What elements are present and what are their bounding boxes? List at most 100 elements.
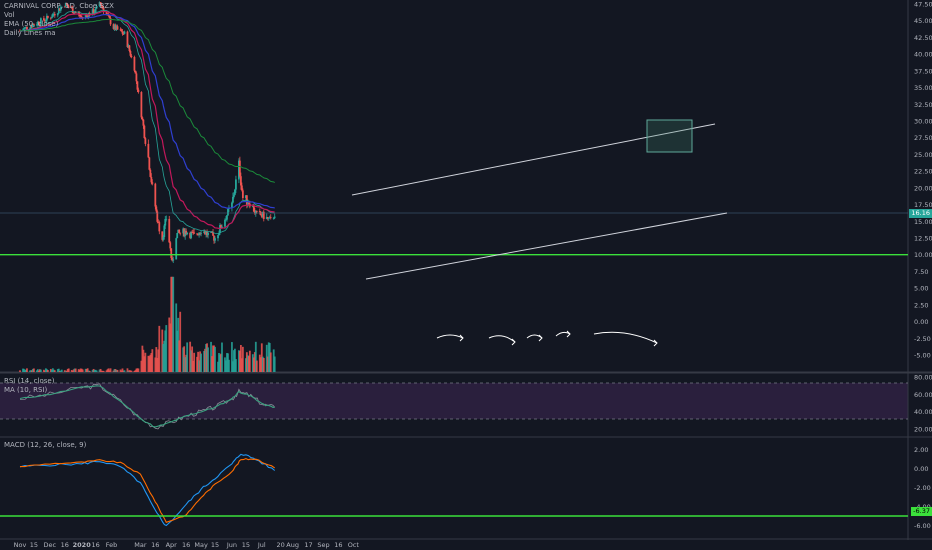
volume-bar	[247, 356, 250, 372]
price-pane[interactable]	[0, 1, 908, 280]
candle-body	[246, 203, 249, 205]
time-tick-label: Jul	[257, 541, 266, 549]
time-tick-label: 16	[151, 541, 159, 549]
volume-bar	[233, 350, 235, 372]
rsi-pane[interactable]	[19, 383, 276, 430]
candle-body	[123, 31, 126, 34]
candle-body	[254, 210, 257, 214]
price-tick-label: 27.50	[914, 134, 932, 142]
time-tick-label: 2020	[73, 541, 92, 549]
volume-bar	[185, 354, 188, 372]
volume-bar	[91, 369, 94, 372]
ema-label: EMA (50, close)	[4, 20, 59, 28]
candle-body	[231, 202, 233, 209]
candle-body	[210, 231, 212, 233]
volume-bar	[22, 368, 24, 372]
volume-bar	[172, 276, 175, 372]
candle-body	[39, 18, 42, 25]
time-tick-label: Jun	[226, 541, 237, 549]
candle-body	[30, 26, 32, 29]
candle-body	[157, 221, 160, 223]
candle-body	[247, 203, 250, 204]
price-tick-label: 37.50	[914, 67, 932, 75]
candle-body	[233, 194, 235, 197]
volume-bar	[84, 368, 87, 372]
candle-body	[94, 8, 97, 13]
volume-bar	[128, 370, 131, 372]
candle-body	[78, 13, 81, 17]
price-tick-label: 0.00	[914, 318, 928, 326]
candle-body	[95, 5, 98, 9]
volume-bar	[182, 347, 185, 372]
time-tick-label: 17	[304, 541, 312, 549]
volume-bar	[268, 343, 271, 372]
macd-pane[interactable]	[0, 453, 908, 527]
candle-body	[226, 215, 228, 220]
volume-bar	[238, 350, 241, 372]
price-tick-label: 30.00	[914, 118, 932, 126]
volume-bar	[101, 370, 104, 372]
volume-bar	[19, 370, 21, 372]
volume-bar	[123, 370, 126, 372]
candle-body	[267, 218, 270, 219]
volume-bar	[192, 360, 195, 372]
price-tick-label: 15.00	[914, 218, 932, 226]
candle-body	[164, 218, 167, 226]
volume-bar	[143, 356, 146, 372]
candle-body	[205, 231, 207, 235]
volume-bar	[130, 370, 133, 372]
candle-body	[126, 31, 129, 47]
volume-bar	[155, 347, 158, 372]
volume-bar	[144, 352, 147, 372]
volume-bar	[79, 368, 82, 372]
candle-body	[185, 230, 188, 235]
volume-bar	[33, 368, 35, 372]
ema-50-line	[19, 10, 275, 230]
volume-bar	[245, 352, 248, 372]
candle-body	[207, 232, 209, 236]
candle-body	[79, 16, 82, 17]
candle-body	[91, 9, 94, 16]
volume-bar	[227, 353, 229, 372]
volume-bar	[210, 341, 212, 372]
volume-bar	[137, 368, 140, 372]
volume-bar	[218, 353, 220, 372]
candle-body	[59, 7, 62, 11]
candle-body	[45, 15, 48, 21]
candle-body	[252, 206, 255, 212]
rsi-line	[19, 383, 276, 430]
volume-bar	[108, 370, 111, 372]
volume-bar	[157, 349, 160, 372]
ma-100-line	[20, 14, 275, 209]
volume-bar	[244, 358, 247, 372]
candle-body	[38, 21, 40, 25]
candle-body	[186, 232, 189, 235]
volume-bar	[37, 369, 39, 372]
volume-bar	[49, 368, 52, 372]
volume-bar	[254, 341, 257, 372]
volume-bar	[148, 356, 151, 372]
candle-body	[169, 242, 172, 249]
candle-body	[119, 29, 122, 31]
volume-bar	[162, 344, 165, 372]
volume-bar	[186, 342, 189, 372]
volume-bar	[262, 357, 265, 372]
price-tick-label: 5.00	[914, 285, 928, 293]
price-tick-label: 10.00	[914, 251, 932, 259]
volume-bar	[259, 357, 262, 372]
candle-body	[197, 234, 200, 236]
candle-body	[127, 45, 130, 47]
rsi-tick-label: 20.00	[914, 426, 932, 434]
volume-bar	[261, 356, 264, 372]
candle-body	[213, 235, 215, 241]
candle-body	[71, 8, 74, 14]
volume-bar	[179, 311, 182, 372]
vol-label: Vol	[4, 11, 15, 19]
candle-body	[136, 81, 139, 90]
candle-body	[168, 218, 171, 243]
candle-body	[42, 18, 45, 21]
candle-body	[218, 232, 220, 236]
candle-body	[265, 217, 268, 219]
candle-body	[37, 21, 39, 25]
